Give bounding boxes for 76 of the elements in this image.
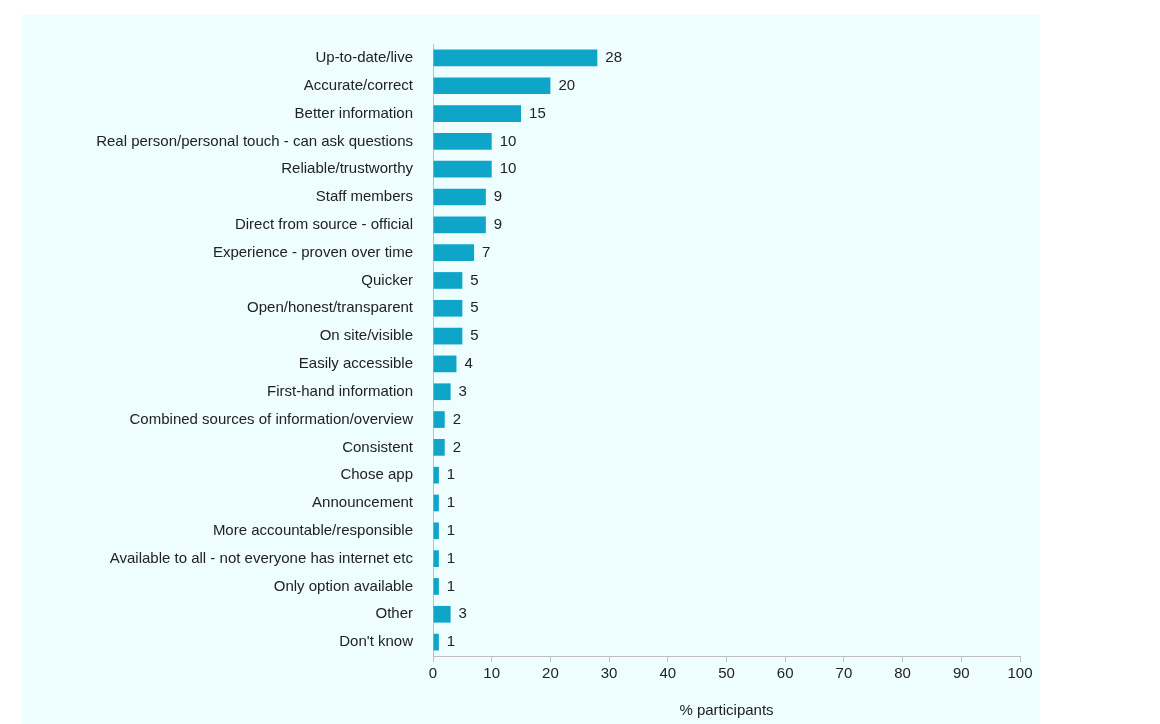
bar xyxy=(433,411,445,428)
bar xyxy=(433,272,463,289)
x-tick-label: 80 xyxy=(894,664,911,682)
data-label: 3 xyxy=(458,381,467,399)
y-tick-label: Staff members xyxy=(315,187,413,205)
bar xyxy=(433,605,451,623)
y-tick-label: Better information xyxy=(294,103,413,121)
y-tick-label: On site/visible xyxy=(319,326,413,344)
y-tick-label: Don't know xyxy=(339,632,414,650)
bar xyxy=(433,188,486,206)
data-label: 5 xyxy=(470,326,479,344)
bar xyxy=(433,466,439,484)
x-tick-label: 50 xyxy=(718,664,735,682)
data-label: 1 xyxy=(446,632,456,650)
bar xyxy=(433,327,463,345)
y-tick-label: Combined sources of information/overview xyxy=(129,409,414,427)
y-tick-label: Announcement xyxy=(312,493,414,511)
y-tick-label: Up-to-date/live xyxy=(315,48,413,66)
data-label: 1 xyxy=(446,548,456,566)
y-tick-label: Reliable/trustworthy xyxy=(281,159,414,177)
bar xyxy=(433,49,598,67)
data-label: 1 xyxy=(446,465,456,483)
x-tick-label: 60 xyxy=(776,664,794,682)
data-label: 5 xyxy=(470,270,479,288)
x-tick-label: 20 xyxy=(542,664,559,682)
data-label: 7 xyxy=(482,242,491,260)
x-tick-label: 90 xyxy=(952,664,970,682)
data-label: 5 xyxy=(470,298,479,316)
bar xyxy=(433,299,463,317)
data-label: 10 xyxy=(499,159,517,177)
bar xyxy=(433,355,457,373)
y-tick-label: First-hand information xyxy=(267,381,413,399)
bar xyxy=(433,522,439,540)
x-tick-label: 30 xyxy=(600,664,618,682)
bar xyxy=(433,105,522,122)
y-tick-label: Chose app xyxy=(340,465,413,483)
data-label: 9 xyxy=(493,187,503,205)
data-label: 10 xyxy=(499,131,517,149)
bar xyxy=(433,244,475,261)
bar xyxy=(433,439,445,456)
data-label: 28 xyxy=(605,48,623,66)
bar xyxy=(433,383,451,401)
x-tick-label: 40 xyxy=(659,664,677,682)
bar xyxy=(433,77,551,95)
y-tick-label: Easily accessible xyxy=(298,354,413,372)
x-tick-label: 10 xyxy=(483,664,501,682)
data-label: 15 xyxy=(529,103,546,121)
y-tick-label: Other xyxy=(375,604,413,622)
bar xyxy=(433,160,492,178)
data-label: 1 xyxy=(446,520,456,538)
x-tick-label: 100 xyxy=(1007,664,1033,682)
y-tick-label: Quicker xyxy=(361,270,413,288)
y-tick-label: More accountable/responsible xyxy=(212,520,413,538)
y-tick-label: Open/honest/transparent xyxy=(247,298,414,316)
x-axis-title: % participants xyxy=(679,701,774,719)
y-tick-label: Direct from source - official xyxy=(234,214,413,232)
y-tick-label: Available to all - not everyone has internet etc xyxy=(109,548,414,566)
data-label: 9 xyxy=(493,214,503,232)
y-tick-label: Experience - proven over time xyxy=(212,242,413,260)
bar xyxy=(433,578,439,595)
y-tick-label: Accurate/correct xyxy=(303,75,414,93)
data-label: 4 xyxy=(464,354,473,372)
data-label: 1 xyxy=(446,576,456,594)
y-tick-label: Only option available xyxy=(273,576,413,594)
x-tick-label: 70 xyxy=(835,664,853,682)
bar xyxy=(433,133,492,150)
data-label: 3 xyxy=(458,604,467,622)
data-label: 2 xyxy=(452,409,462,427)
x-tick-label: 0 xyxy=(428,664,438,682)
data-label: 2 xyxy=(452,437,462,455)
bar xyxy=(433,216,486,234)
data-label: 1 xyxy=(446,493,456,511)
y-tick-label: Real person/personal touch - can ask questions xyxy=(96,131,413,149)
data-label: 20 xyxy=(558,75,576,93)
bar xyxy=(433,550,439,567)
y-tick-label: Consistent xyxy=(342,437,414,455)
